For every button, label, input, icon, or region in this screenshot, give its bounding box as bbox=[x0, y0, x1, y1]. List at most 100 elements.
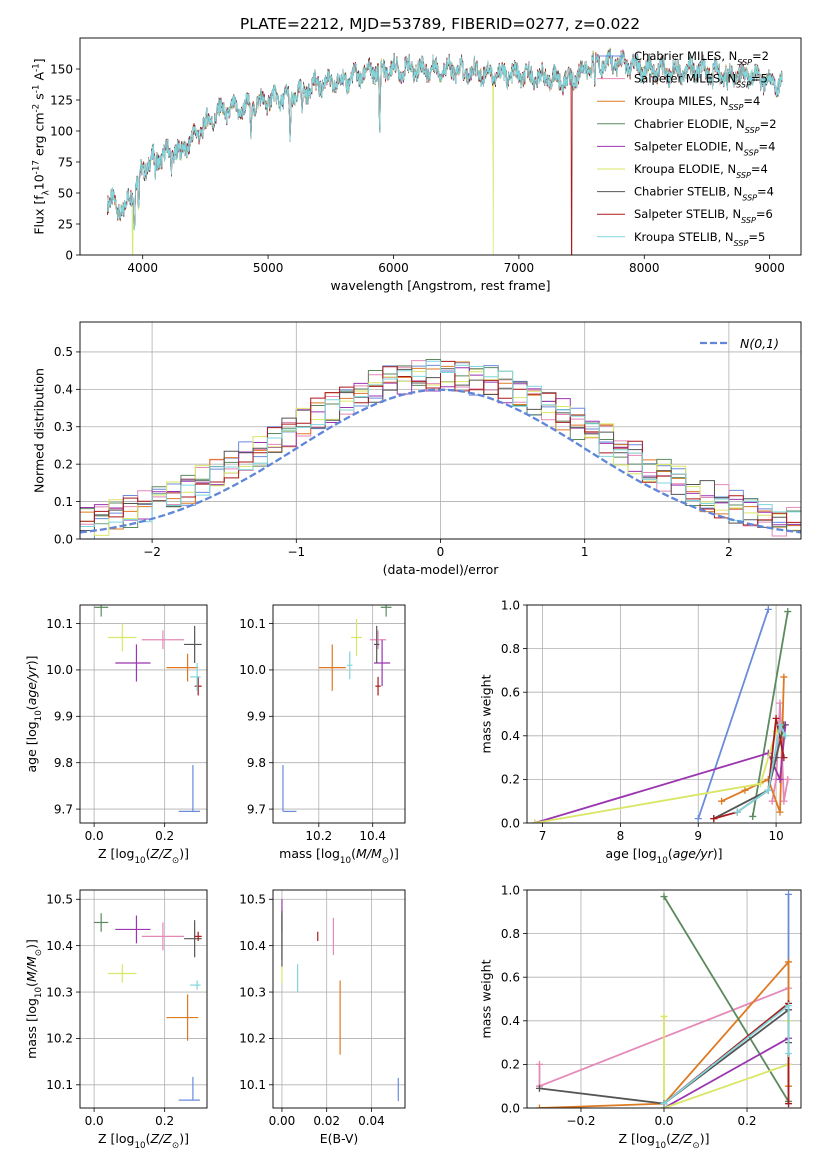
spectrum-line-kroupa-stelib bbox=[107, 50, 783, 231]
errorbar-kroupa-stelib bbox=[347, 651, 353, 680]
y-tick-label: 9.9 bbox=[247, 710, 266, 724]
y-tick-label: 10.1 bbox=[46, 617, 73, 631]
errorbar-kroupa-stelib bbox=[190, 662, 201, 691]
weight-marker-kroupa-elodie bbox=[531, 819, 539, 823]
plot-area bbox=[80, 359, 801, 539]
weight-vs-age-panel: 7 8 9 10 0.0 0.2 0.4 0.6 0.8 1.0 age [log10(age/yr… bbox=[479, 598, 802, 866]
x-tick-label: −1 bbox=[287, 545, 305, 559]
errorbar-chabrier-miles bbox=[178, 1076, 200, 1101]
weight-marker-kroupa-stelib bbox=[660, 1100, 668, 1108]
y-tick-label: 0.3 bbox=[54, 420, 73, 434]
y-tick-label: 0.0 bbox=[54, 532, 73, 546]
errorbar-kroupa-elodie bbox=[108, 623, 137, 652]
errorbar-salpeter-miles bbox=[369, 630, 387, 650]
residuals-panel: −2 −1 0 1 2 0.0 0.1 0.2 0.3 0.4 0.5 (data-model)/er… bbox=[32, 321, 802, 577]
age-vs-mass-panel: 10.2 10.4 9.7 9.8 9.9 10.0 10.1 mass [log10(M/M… bbox=[239, 604, 406, 866]
x-tick-label: 0.2 bbox=[155, 1114, 174, 1128]
x-tick-label: 6000 bbox=[378, 261, 409, 275]
weight-marker-salpeter-stelib bbox=[710, 815, 718, 823]
weight-marker-salpeter-elodie bbox=[776, 775, 784, 783]
axes-frame bbox=[526, 889, 802, 1109]
y-tick-label: 0.4 bbox=[54, 383, 73, 397]
weight-marker-salpeter-miles bbox=[784, 775, 792, 783]
weight-marker-salpeter-stelib bbox=[785, 1100, 793, 1108]
weight-line-chabrier-elodie bbox=[751, 611, 789, 817]
weight-marker-kroupa-miles bbox=[741, 786, 749, 794]
weight-line-salpeter-elodie bbox=[534, 724, 787, 823]
weight-vs-metallicity-panel: −0.2 0.0 0.2 0.0 0.2 0.4 0.6 0.8 1.0 Z [log10(Z/Z… bbox=[479, 883, 802, 1151]
legend-label-chabrier-elodie: Chabrier ELODIE, NSSP=2 bbox=[634, 117, 777, 135]
weight-line-kroupa-elodie bbox=[534, 730, 786, 823]
x-tick-label: 10.2 bbox=[305, 829, 332, 843]
y-tick-label: 0.8 bbox=[501, 927, 520, 941]
x-tick-label: 10.4 bbox=[359, 829, 386, 843]
y-tick-label: 10.1 bbox=[239, 617, 266, 631]
x-tick-label: 7000 bbox=[504, 261, 535, 275]
y-tick-label: 0.6 bbox=[501, 971, 520, 985]
y-tick-label: 150 bbox=[50, 62, 73, 76]
weight-line-chabrier-elodie bbox=[663, 896, 790, 1102]
errorbar-chabrier-elodie bbox=[380, 605, 392, 617]
plot-area bbox=[535, 890, 793, 1108]
errorbar-salpeter-stelib bbox=[194, 931, 202, 942]
y-tick-label: 0.1 bbox=[54, 495, 73, 509]
x-axis-label: mass [log10(M/M⊙)] bbox=[279, 846, 399, 866]
axes-frame bbox=[79, 37, 802, 256]
plot-area bbox=[94, 913, 202, 1101]
y-axis-label: mass [log10(M/M⊙)] bbox=[24, 939, 44, 1059]
y-tick-label: 9.8 bbox=[247, 756, 266, 770]
weight-marker-kroupa-miles bbox=[785, 958, 793, 966]
weight-marker-salpeter-stelib bbox=[772, 714, 780, 722]
y-tick-label: 0.2 bbox=[54, 457, 73, 471]
x-tick-label: 8 bbox=[617, 829, 625, 843]
axes-frame bbox=[526, 604, 802, 824]
y-tick-label: 125 bbox=[50, 93, 73, 107]
weight-line-kroupa-stelib bbox=[736, 722, 787, 813]
weight-marker-kroupa-stelib bbox=[764, 786, 772, 794]
x-axis-label: Z [log10(Z/Z⊙)] bbox=[98, 1131, 189, 1151]
x-tick-label: 10 bbox=[768, 829, 783, 843]
axes-frame bbox=[272, 604, 406, 824]
y-tick-label: 9.7 bbox=[54, 802, 73, 816]
x-tick-label: 5000 bbox=[253, 261, 284, 275]
x-axis-label: Z [log10(Z/Z⊙)] bbox=[619, 1131, 710, 1151]
spectrum-panel: 4000 5000 6000 7000 8000 9000 0 25 50 75 100 125 150… bbox=[32, 37, 802, 293]
x-tick-label: 7 bbox=[539, 829, 547, 843]
x-tick-label: 0.00 bbox=[269, 1114, 296, 1128]
y-tick-label: 100 bbox=[50, 124, 73, 138]
normal-distribution-curve bbox=[80, 388, 801, 534]
y-tick-label: 50 bbox=[58, 186, 73, 200]
x-axis-label: wavelength [Angstrom, rest frame] bbox=[330, 278, 550, 293]
y-tick-label: 10.1 bbox=[46, 1078, 73, 1092]
plot-area bbox=[107, 47, 783, 255]
y-tick-label: 10.0 bbox=[239, 663, 266, 677]
weight-marker-kroupa-elodie bbox=[660, 1012, 668, 1020]
plot-area bbox=[281, 899, 399, 1102]
y-axis-label: Normed distribution bbox=[32, 368, 47, 493]
legend-label-kroupa-elodie: Kroupa ELODIE, NSSP=4 bbox=[634, 162, 768, 180]
errorbar-kroupa-elodie bbox=[108, 964, 137, 983]
x-tick-label: 4000 bbox=[127, 261, 158, 275]
weight-marker-kroupa-miles bbox=[780, 673, 788, 681]
weight-marker-salpeter-miles bbox=[780, 797, 788, 805]
errorbar-chabrier-stelib bbox=[184, 920, 202, 958]
errorbar-kroupa-elodie bbox=[351, 618, 362, 657]
errorbar-salpeter-miles bbox=[141, 922, 185, 951]
weight-marker-salpeter-miles bbox=[535, 1060, 543, 1068]
errorbar-salpeter-stelib bbox=[194, 676, 202, 696]
x-tick-label: 9 bbox=[694, 829, 702, 843]
mass-vs-metallicity-panel: 0.0 0.2 10.1 10.2 10.3 10.4 10.5 Z [log10(Z/Z⊙)… bbox=[24, 889, 208, 1151]
errorbar-kroupa-stelib bbox=[190, 980, 201, 990]
weight-marker-chabrier-miles bbox=[785, 890, 793, 898]
x-tick-label: 0 bbox=[437, 545, 445, 559]
y-tick-label: 0.0 bbox=[501, 816, 520, 830]
spectrum-legend: Chabrier MILES, NSSP=2 Salpeter MILES, NS… bbox=[597, 49, 777, 247]
x-tick-label: 0.2 bbox=[737, 1114, 756, 1128]
errorbar-kroupa-miles bbox=[318, 644, 346, 691]
weight-marker-kroupa-miles bbox=[776, 808, 784, 816]
weight-marker-chabrier-miles bbox=[764, 605, 772, 613]
y-tick-label: 75 bbox=[58, 155, 73, 169]
y-tick-label: 10.4 bbox=[46, 939, 73, 953]
x-axis-label: E(B-V) bbox=[320, 1131, 359, 1146]
